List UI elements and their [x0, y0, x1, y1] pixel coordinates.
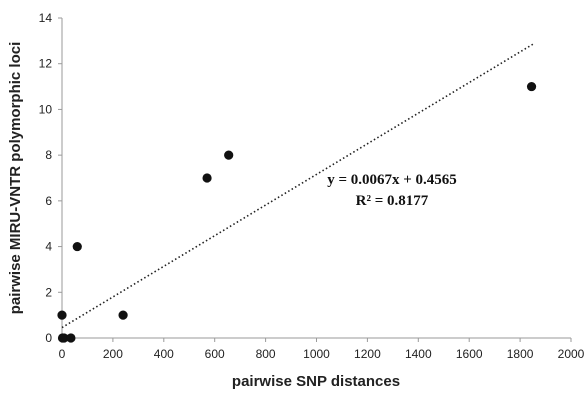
x-tick-label: 0	[59, 347, 66, 361]
data-point	[59, 333, 69, 343]
x-tick-labels: 0 200 400 600 800 1000 1200 1400 1600 1800 2000	[59, 338, 585, 361]
data-point	[66, 333, 76, 343]
data-point	[72, 241, 82, 252]
y-tick-label: 0	[45, 331, 52, 345]
x-tick-label: 1400	[405, 347, 432, 361]
x-tick-label: 1000	[303, 347, 330, 361]
y-tick-label: 10	[39, 102, 53, 116]
y-tick-label: 2	[45, 285, 52, 299]
x-tick-label: 1200	[354, 347, 381, 361]
x-tick-label: 1800	[507, 347, 534, 361]
x-tick-label: 200	[103, 347, 123, 361]
trendline-layer	[61, 43, 534, 329]
x-tick-label: 800	[256, 347, 276, 361]
y-tick-labels: 0 2 4 6 8 10 12 14	[39, 11, 62, 345]
data-point	[57, 310, 67, 320]
y-tick-label: 4	[45, 240, 52, 254]
y-tick-label: 14	[39, 11, 53, 25]
trendline-equation: y = 0.0067x + 0.4565	[327, 172, 457, 188]
x-tick-label: 2000	[558, 347, 585, 361]
r-squared-label: R² = 0.8177	[356, 193, 429, 209]
y-tick-label: 8	[45, 148, 52, 162]
x-tick-label: 600	[205, 347, 225, 361]
y-tick-label: 12	[39, 57, 53, 71]
data-point	[526, 81, 537, 92]
data-point	[202, 173, 212, 183]
y-tick-label: 6	[45, 194, 52, 208]
axes	[61, 18, 571, 339]
x-tick-label: 1600	[456, 347, 483, 361]
y-axis-title: pairwise MIRU-VNTR polymorphic loci	[7, 42, 24, 315]
trendline	[61, 43, 534, 329]
x-tick-label: 400	[154, 347, 174, 361]
data-points	[57, 81, 537, 343]
data-point	[224, 150, 234, 160]
x-axis-title: pairwise SNP distances	[232, 373, 400, 390]
data-point	[118, 310, 128, 320]
